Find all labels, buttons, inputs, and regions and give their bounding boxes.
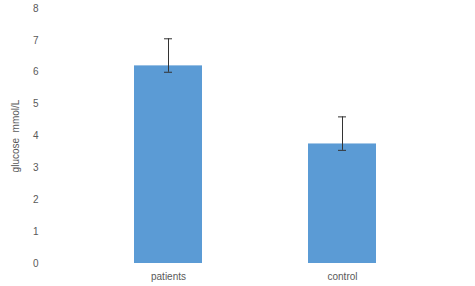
svg-text:8: 8 <box>33 3 39 14</box>
svg-text:patients: patients <box>151 271 186 282</box>
svg-text:1: 1 <box>33 226 39 237</box>
svg-text:6: 6 <box>33 66 39 77</box>
svg-text:glucose mmol/L: glucose mmol/L <box>10 99 21 172</box>
svg-text:4: 4 <box>33 130 39 141</box>
svg-text:7: 7 <box>33 35 39 46</box>
svg-text:0: 0 <box>33 258 39 269</box>
svg-text:control: control <box>327 271 357 282</box>
svg-text:2: 2 <box>33 194 39 205</box>
svg-text:5: 5 <box>33 98 39 109</box>
svg-text:3: 3 <box>33 162 39 173</box>
